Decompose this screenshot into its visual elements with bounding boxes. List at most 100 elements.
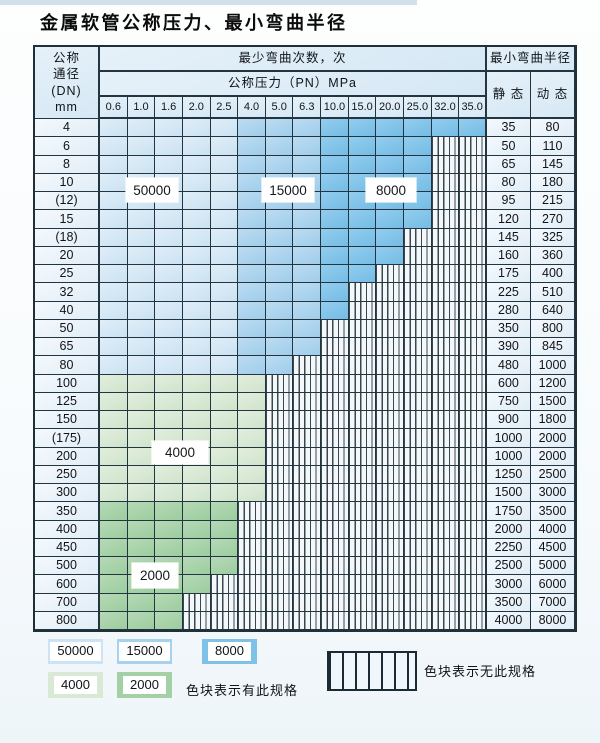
- legend-block-8000: 8000: [202, 639, 257, 664]
- spec-cell: [404, 356, 432, 375]
- spec-cell: [155, 392, 183, 411]
- spec-cell: [348, 429, 377, 448]
- spec-cell: [459, 265, 487, 284]
- spec-cell: [238, 593, 266, 612]
- spec-cell: [293, 374, 322, 393]
- spec-cell: [293, 502, 322, 521]
- spec-cell: [100, 210, 128, 229]
- spec-cell: [431, 319, 460, 338]
- spec-cell: [293, 319, 322, 338]
- static-value: 50: [486, 137, 531, 156]
- spec-cell: [321, 137, 349, 156]
- spec-cell: [348, 283, 377, 302]
- static-value: 750: [486, 392, 531, 411]
- static-value: 600: [486, 374, 531, 393]
- pressure-col-25.0: 25.0: [404, 97, 432, 119]
- spec-table: 公称 通径 (DN) mm 最少弯曲次数，次 最小弯曲半径 公称压力（PN）MPa 静 态动 …: [33, 45, 577, 632]
- spec-cell: [348, 137, 377, 156]
- spec-cell: [100, 119, 128, 138]
- spec-cell: [293, 283, 322, 302]
- spec-cell: [210, 484, 239, 503]
- spec-cell: [459, 137, 487, 156]
- spec-cell: [155, 283, 183, 302]
- legend-block-4000: 4000: [48, 672, 103, 698]
- spec-cell: [459, 465, 487, 484]
- spec-cell: [431, 356, 460, 375]
- spec-cell: [210, 283, 239, 302]
- spec-cell: [348, 465, 377, 484]
- spec-cell: [459, 557, 487, 576]
- spec-cell: [238, 338, 266, 357]
- radius-band-header: 最小弯曲半径: [486, 47, 575, 72]
- pressure-col-2.5: 2.5: [210, 97, 239, 119]
- spec-cell: [459, 538, 487, 557]
- spec-cell: [182, 228, 211, 247]
- spec-cell: [376, 265, 405, 284]
- spec-cell: [210, 228, 239, 247]
- row-label-dn-80: 80: [35, 356, 100, 375]
- dynamic-value: 1200: [530, 374, 575, 393]
- static-value: 2000: [486, 520, 531, 539]
- row-label-dn-(175): (175): [35, 429, 100, 448]
- dynamic-value: 400: [530, 265, 575, 284]
- spec-cell: [265, 575, 294, 594]
- spec-cell: [182, 392, 211, 411]
- spec-cell: [238, 502, 266, 521]
- spec-cell: [459, 301, 487, 320]
- spec-cell: [127, 301, 156, 320]
- spec-cell: [127, 611, 156, 630]
- spec-cell: [100, 538, 128, 557]
- cycle-count-label-2000: 2000: [132, 563, 178, 588]
- spec-cell: [238, 119, 266, 138]
- spec-cell: [127, 520, 156, 539]
- spec-cell: [265, 429, 294, 448]
- spec-cell: [404, 502, 432, 521]
- spec-cell: [459, 155, 487, 174]
- spec-cell: [348, 210, 377, 229]
- spec-cell: [210, 119, 239, 138]
- spec-cell: [265, 301, 294, 320]
- spec-cell: [348, 392, 377, 411]
- spec-cell: [238, 484, 266, 503]
- spec-cell: [100, 429, 128, 448]
- page-title: 金属软管公称压力、最小弯曲半径: [40, 13, 348, 34]
- spec-cell: [127, 429, 156, 448]
- spec-cell: [404, 210, 432, 229]
- spec-cell: [238, 411, 266, 430]
- spec-cell: [127, 283, 156, 302]
- spec-cell: [376, 447, 405, 466]
- spec-cell: [265, 356, 294, 375]
- spec-cell: [431, 502, 460, 521]
- spec-cell: [100, 484, 128, 503]
- pressure-col-32.0: 32.0: [431, 97, 460, 119]
- pressure-col-6.3: 6.3: [293, 97, 322, 119]
- spec-cell: [155, 593, 183, 612]
- spec-cell: [321, 173, 349, 192]
- row-label-dn-250: 250: [35, 465, 100, 484]
- row-label-dn-450: 450: [35, 538, 100, 557]
- static-value: 350: [486, 319, 531, 338]
- cycle-count-label-50000: 50000: [126, 178, 178, 202]
- spec-cell: [210, 465, 239, 484]
- spec-cell: [404, 301, 432, 320]
- row-label-dn-10: 10: [35, 173, 100, 192]
- dynamic-value: 5000: [530, 557, 575, 576]
- spec-cell: [459, 447, 487, 466]
- spec-cell: [127, 155, 156, 174]
- spec-cell: [431, 447, 460, 466]
- dynamic-value: 4000: [530, 520, 575, 539]
- spec-cell: [265, 392, 294, 411]
- spec-cell: [404, 338, 432, 357]
- spec-cell: [348, 338, 377, 357]
- dynamic-header: 动 态: [530, 72, 575, 119]
- static-value: 225: [486, 283, 531, 302]
- spec-cell: [431, 411, 460, 430]
- spec-cell: [431, 557, 460, 576]
- spec-cell: [155, 246, 183, 265]
- spec-cell: [100, 228, 128, 247]
- spec-cell: [404, 465, 432, 484]
- spec-cell: [404, 484, 432, 503]
- spec-cell: [210, 173, 239, 192]
- cycle-count-label-8000: 8000: [366, 178, 416, 202]
- spec-cell: [404, 520, 432, 539]
